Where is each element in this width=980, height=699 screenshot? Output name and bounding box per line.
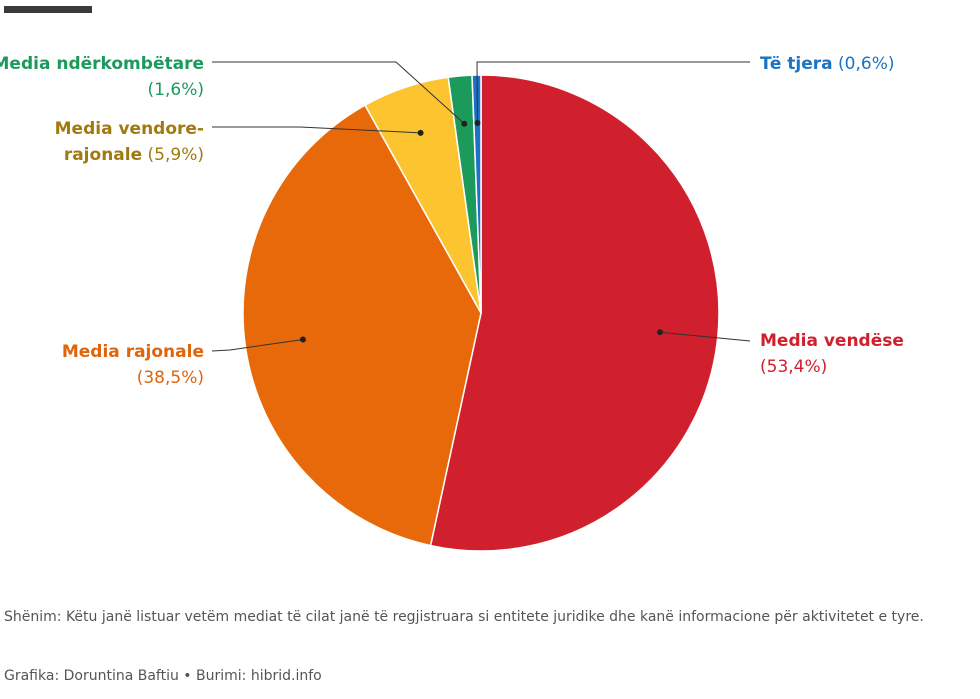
label-media-rajonale: Media rajonale (38,5%): [62, 339, 204, 391]
footer-note: Shënim: Këtu janë listuar vetëm mediat t…: [4, 609, 924, 625]
label-media-nderkombetare-name: Media ndërkombëtare: [0, 54, 204, 74]
footer-credit: Grafika: Doruntina Baftiu • Burimi: hibr…: [4, 668, 322, 684]
leader-line-media-vendese: [659, 331, 751, 342]
label-media-vendore-line2: rajonale: [63, 145, 143, 165]
leader-dot-te-tjera: [474, 120, 481, 127]
leader-dot-media-vendore-rajonale: [417, 129, 424, 136]
label-media-vendese-value: (53,4%): [760, 357, 828, 377]
label-te-tjera: Të tjera (0,6%): [760, 51, 895, 77]
label-media-vendore-rajonale: Media vendore- rajonale (5,9%): [55, 116, 204, 168]
leader-line-te-tjera: [476, 61, 750, 124]
label-media-vendore-line1: Media vendore-: [54, 119, 204, 139]
leader-dot-media-nderkombetare: [461, 120, 468, 127]
label-media-rajonale-name: Media rajonale: [61, 342, 204, 362]
label-media-nderkombetare: Media ndërkombëtare (1,6%): [0, 51, 204, 103]
label-te-tjera-name: Të tjera: [760, 54, 833, 74]
header-accent-bar: [4, 6, 92, 13]
leader-line-media-nderkombetare: [212, 61, 465, 125]
label-media-vendore-value: (5,9%): [147, 145, 204, 165]
label-media-nderkombetare-value: (1,6%): [147, 80, 204, 100]
leader-line-media-vendore-rajonale: [212, 126, 421, 134]
leader-line-media-rajonale: [211, 338, 304, 352]
label-media-rajonale-value: (38,5%): [136, 368, 204, 388]
pie-slice-media-vendese: [429, 74, 720, 552]
label-te-tjera-value: (0,6%): [838, 54, 895, 74]
leader-dot-media-rajonale: [299, 336, 306, 343]
leader-dot-media-vendese: [656, 329, 663, 336]
label-media-vendese: Media vendëse (53,4%): [760, 328, 904, 380]
pie-slice-te-tjera: [471, 74, 482, 314]
label-media-vendese-name: Media vendëse: [760, 331, 904, 351]
pie-chart: [211, 61, 751, 552]
